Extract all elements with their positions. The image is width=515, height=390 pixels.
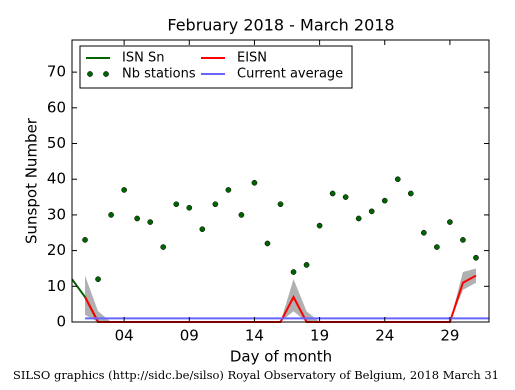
legend-marker bbox=[87, 71, 93, 77]
uncertainty-band bbox=[85, 268, 476, 322]
station-marker bbox=[160, 244, 167, 250]
station-marker bbox=[473, 254, 479, 261]
y-tick-label: 70 bbox=[47, 63, 66, 81]
station-marker bbox=[342, 194, 349, 200]
y-tick-label: 0 bbox=[56, 313, 66, 331]
station-marker bbox=[434, 244, 440, 250]
legend-label: Nb stations bbox=[122, 67, 196, 82]
y-tick-label: 40 bbox=[47, 170, 66, 188]
station-marker bbox=[225, 187, 232, 193]
station-marker bbox=[95, 276, 101, 283]
station-marker bbox=[303, 262, 310, 268]
y-tick-label: 30 bbox=[47, 205, 66, 223]
station-marker bbox=[355, 215, 362, 222]
station-marker bbox=[108, 212, 114, 218]
station-marker bbox=[290, 269, 297, 275]
x-tick-label: 19 bbox=[310, 327, 329, 345]
x-tick-label: 24 bbox=[375, 327, 394, 345]
y-tick-label: 20 bbox=[47, 241, 66, 259]
station-marker bbox=[447, 219, 453, 225]
plot-frame bbox=[71, 39, 490, 323]
chart-title: February 2018 - March 2018 bbox=[167, 16, 394, 35]
station-marker bbox=[134, 215, 141, 222]
y-axis-label: Sunspot Number bbox=[23, 117, 41, 244]
series-line bbox=[84, 274, 477, 323]
station-marker bbox=[381, 197, 388, 204]
station-marker bbox=[251, 179, 258, 186]
station-marker bbox=[329, 190, 336, 197]
x-tick-label: 09 bbox=[180, 327, 199, 345]
station-marker bbox=[394, 176, 401, 183]
station-marker bbox=[186, 204, 193, 211]
station-marker bbox=[121, 187, 127, 193]
y-tick-label: 50 bbox=[47, 134, 66, 152]
station-marker bbox=[238, 212, 245, 218]
x-axis-label: Day of month bbox=[230, 348, 332, 366]
station-marker bbox=[264, 240, 271, 247]
station-marker bbox=[277, 201, 284, 208]
y-tick-label: 60 bbox=[47, 98, 66, 116]
legend-box bbox=[79, 45, 353, 89]
y-tick-label: 10 bbox=[47, 277, 66, 295]
legend-label: ISN Sn bbox=[122, 51, 164, 66]
station-marker bbox=[420, 229, 427, 236]
station-marker bbox=[199, 226, 206, 233]
legend-marker bbox=[103, 71, 109, 77]
station-marker bbox=[173, 201, 180, 208]
station-marker bbox=[316, 222, 323, 229]
x-tick-label: 14 bbox=[245, 327, 264, 345]
footer: SILSO graphics (http://sidc.be/silso) Ro… bbox=[13, 368, 499, 382]
x-tick-label: 29 bbox=[440, 327, 459, 345]
station-marker bbox=[407, 190, 414, 197]
station-marker bbox=[368, 208, 375, 215]
legend-label: Current average bbox=[237, 67, 343, 82]
station-marker bbox=[147, 219, 154, 225]
legend-label: EISN bbox=[237, 51, 267, 66]
x-tick-label: 04 bbox=[115, 327, 134, 345]
station-marker bbox=[460, 237, 466, 243]
station-marker bbox=[82, 237, 88, 243]
station-marker bbox=[212, 201, 219, 208]
